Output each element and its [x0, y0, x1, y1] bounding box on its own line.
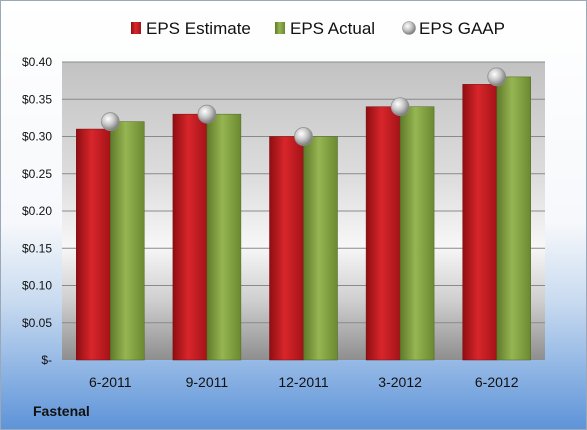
bar-eps-estimate — [76, 128, 111, 361]
y-tick-label: $0.15 — [22, 241, 52, 255]
company-name: Fastenal — [33, 403, 90, 419]
y-tick-label: $0.30 — [22, 130, 52, 144]
x-tick-label: 12-2011 — [278, 374, 329, 390]
marker-eps-gaap — [390, 97, 410, 117]
legend-swatch — [275, 22, 285, 34]
x-tick-label: 3-2012 — [378, 374, 422, 390]
marker-eps-gaap — [197, 104, 217, 124]
bar-eps-actual — [110, 121, 145, 361]
x-tick-label: 6-2011 — [89, 374, 132, 390]
x-tick-label: 9-2011 — [186, 374, 229, 390]
y-tick-label: $0.25 — [22, 167, 52, 181]
bars — [76, 67, 531, 361]
marker-eps-gaap — [100, 112, 120, 131]
bar-eps-actual — [206, 113, 242, 361]
bar-eps-estimate — [269, 136, 304, 361]
y-tick-label: $0.35 — [22, 92, 52, 106]
x-axis-labels: 6-2011 9-2011 12-2011 3-2012 6-2012 — [89, 374, 519, 390]
legend: EPS Estimate EPS Actual EPS GAAP — [131, 19, 505, 38]
bar-eps-estimate — [365, 106, 401, 361]
bar-eps-estimate — [172, 113, 208, 361]
marker-eps-gaap — [294, 127, 313, 146]
legend-label: EPS GAAP — [419, 19, 505, 38]
y-tick-label: $0.05 — [22, 316, 52, 330]
legend-label: EPS Estimate — [146, 19, 251, 38]
bar-eps-actual — [303, 136, 338, 361]
marker-eps-gaap — [487, 67, 507, 87]
y-tick-label: $0.20 — [22, 204, 52, 218]
y-tick-label: $- — [41, 353, 52, 367]
x-tick-label: 6-2012 — [475, 374, 519, 390]
legend-swatch — [402, 21, 416, 35]
y-tick-label: $0.40 — [22, 55, 52, 69]
legend-label: EPS Actual — [290, 19, 375, 38]
bar-eps-actual — [399, 106, 435, 361]
bar-eps-actual — [496, 76, 531, 361]
y-tick-label: $0.10 — [22, 279, 52, 293]
y-axis-ticks: $- $0.05 $0.10 $0.15 $0.20 $0.25 $0.30 $0.35 $0.… — [22, 55, 52, 367]
legend-swatch — [131, 22, 141, 34]
bar-eps-estimate — [462, 84, 497, 361]
